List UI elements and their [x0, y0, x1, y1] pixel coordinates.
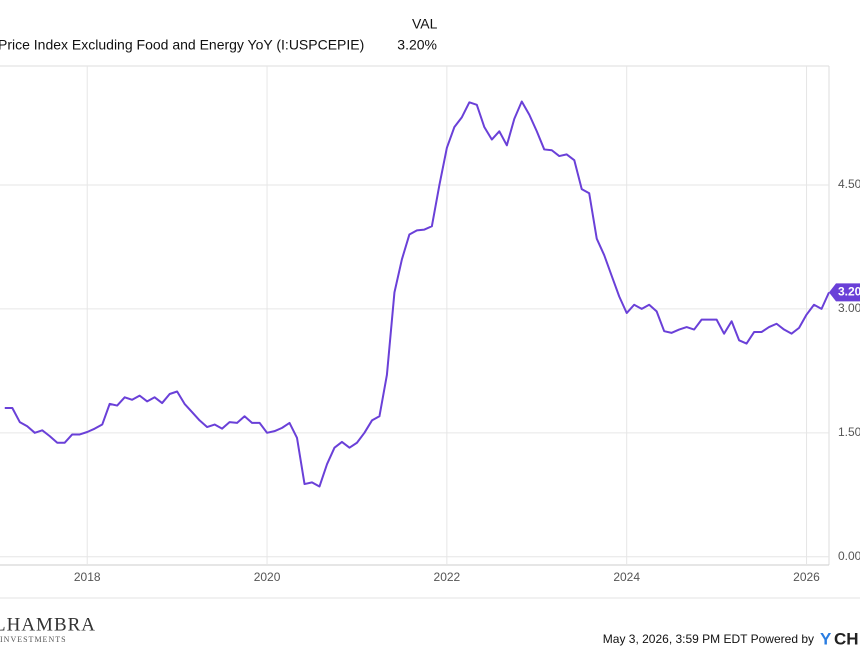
legend-entry: Price Index Excluding Food and Energy Yo… — [0, 37, 364, 53]
timestamp: May 3, 2026, 3:59 PM EDT Powered by — [603, 632, 814, 646]
legend-value: 3.20% — [397, 37, 437, 53]
brand: CH — [834, 629, 859, 648]
brand: Y — [820, 629, 832, 648]
line — [4, 100, 830, 488]
logo-sub: INVESTMENTS — [0, 635, 67, 644]
x-tick-label: 2018 — [74, 570, 101, 584]
legend-header: VAL — [412, 16, 438, 32]
x-tick-label: 2022 — [434, 570, 461, 584]
end-label: 3.20 — [838, 285, 860, 299]
x-tick-label: 2020 — [254, 570, 281, 584]
y-tick-label: 3.00 — [838, 301, 860, 315]
y-tick-label: 1.50 — [838, 425, 860, 439]
end-badge — [829, 283, 860, 302]
logo: LHAMBRA — [0, 614, 96, 635]
x-tick-label: 2026 — [793, 570, 820, 584]
y-tick-label: 4.50 — [838, 177, 860, 191]
y-tick-label: 0.00 — [838, 549, 860, 563]
x-tick-label: 2024 — [613, 570, 640, 584]
